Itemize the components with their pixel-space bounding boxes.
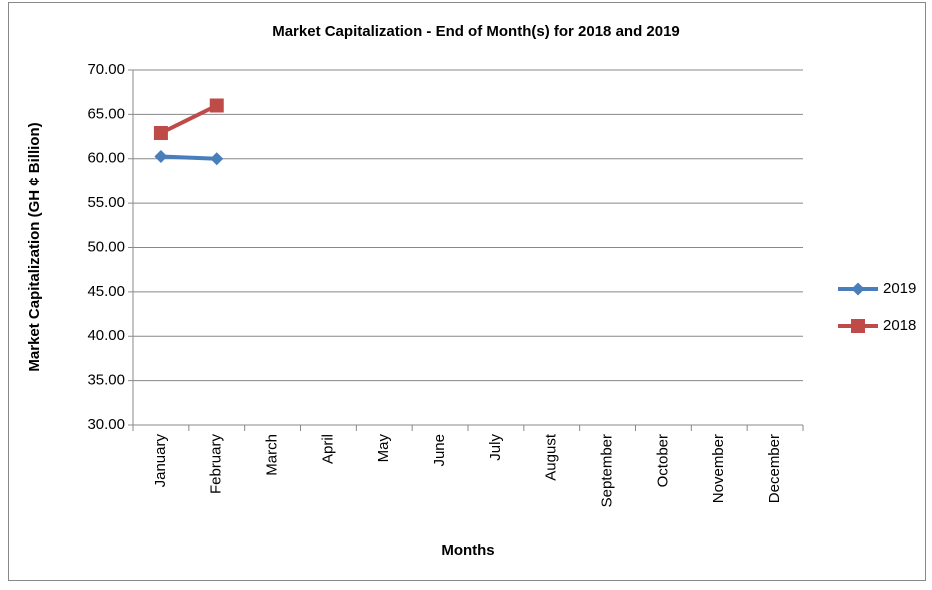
y-tick-label: 70.00 (87, 61, 125, 78)
x-tick-label: November (710, 434, 727, 503)
x-tick-label: December (766, 434, 783, 503)
y-tick-label: 35.00 (87, 372, 125, 389)
legend-marker (851, 282, 865, 296)
y-tick-label: 55.00 (87, 194, 125, 211)
y-axis-title: Market Capitalization (GH ¢ Billion) (26, 122, 43, 371)
x-tick-label: April (319, 434, 336, 464)
y-tick-label: 45.00 (87, 283, 125, 300)
data-point (154, 150, 168, 164)
x-tick-label: February (208, 434, 225, 495)
x-tick-label: May (375, 434, 392, 463)
series-line (160, 103, 218, 135)
x-tick-label: June (431, 434, 448, 467)
y-tick-label: 65.00 (87, 105, 125, 122)
legend-label: 2018 (883, 317, 916, 334)
y-tick-label: 30.00 (87, 416, 125, 433)
y-tick-label: 40.00 (87, 327, 125, 344)
legend-label: 2019 (883, 280, 916, 297)
x-tick-label: October (654, 434, 671, 487)
x-tick-label: March (264, 434, 281, 476)
x-tick-label: August (543, 433, 560, 481)
data-point (210, 152, 224, 166)
series-line (160, 154, 217, 161)
data-point (153, 126, 168, 141)
data-point (209, 98, 224, 113)
y-tick-label: 60.00 (87, 150, 125, 167)
legend-marker (851, 319, 865, 333)
chart-title: Market Capitalization - End of Month(s) … (272, 23, 680, 40)
x-axis-title: Months (441, 542, 494, 559)
x-tick-label: January (152, 434, 169, 488)
x-tick-label: September (599, 434, 616, 507)
x-tick-label: July (487, 434, 504, 461)
y-tick-label: 50.00 (87, 238, 125, 255)
